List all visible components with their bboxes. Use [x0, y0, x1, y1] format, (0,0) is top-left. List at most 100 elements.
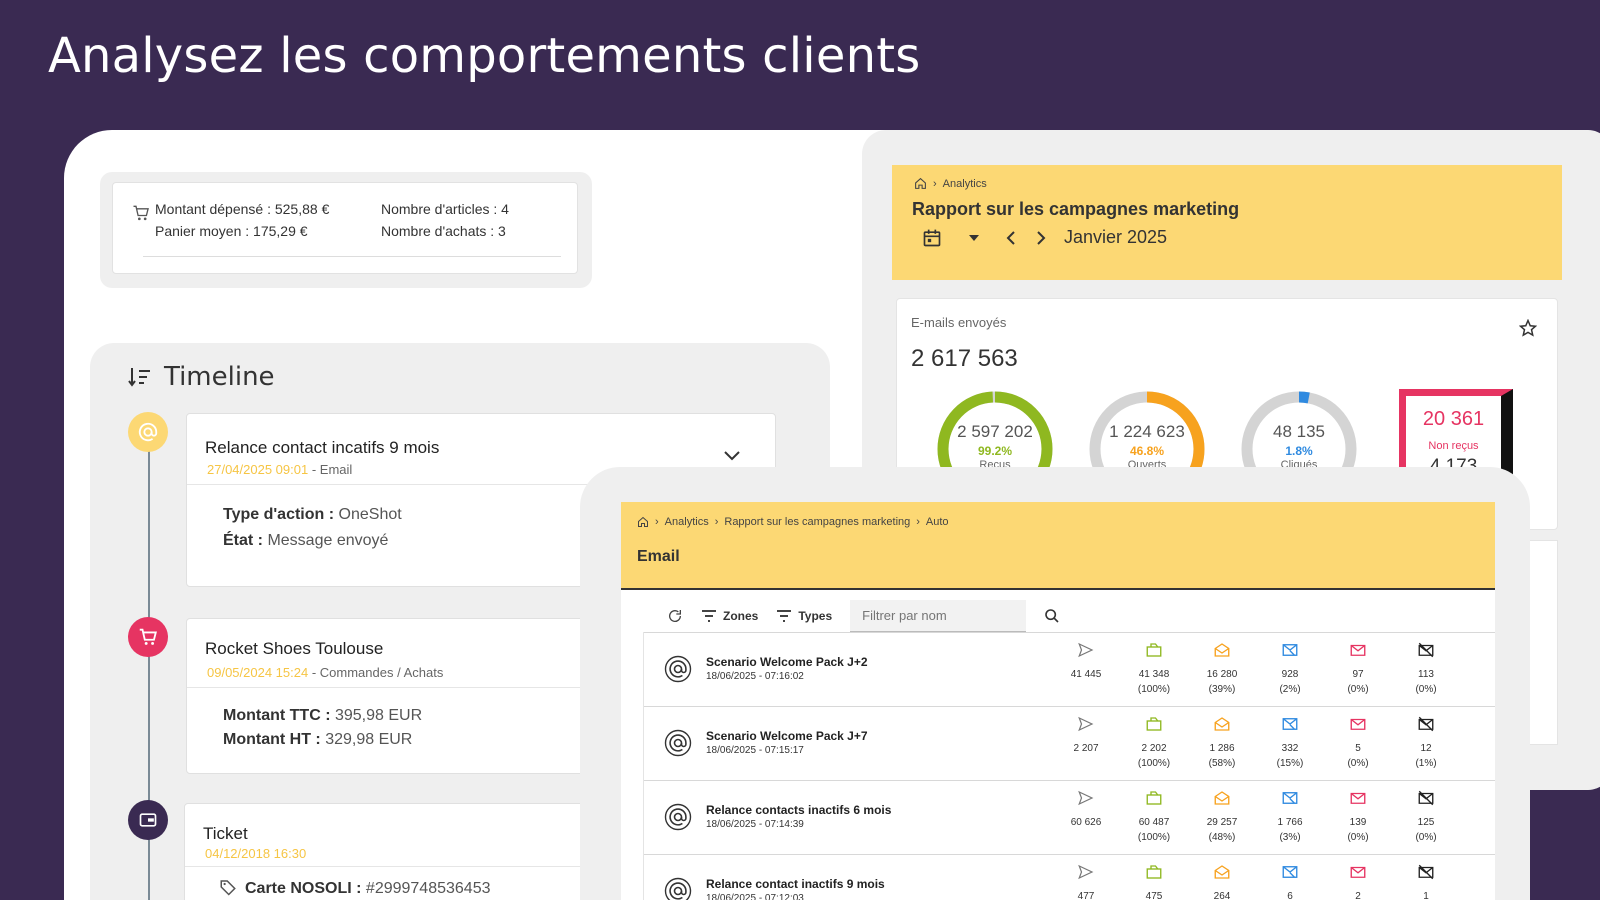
zones-filter-button[interactable]: Zones	[701, 609, 758, 623]
metric-cell: 1 766 (3%)	[1260, 789, 1320, 845]
bounced-icon	[1350, 644, 1366, 656]
metric-cell: 477	[1056, 863, 1116, 900]
metric-percent: (15%)	[1276, 758, 1304, 769]
calendar-icon[interactable]	[922, 228, 942, 248]
unsubscribed-icon	[1418, 642, 1434, 658]
sent-icon	[1078, 642, 1094, 658]
filter-icon	[702, 610, 716, 622]
star-icon[interactable]	[1519, 319, 1537, 337]
email-type-icon	[664, 655, 692, 683]
metric-value: 1 766	[1277, 817, 1303, 828]
table-row[interactable]: Scenario Welcome Pack J+2 18/06/2025 - 07…	[644, 632, 1495, 706]
timeline-event-ticket[interactable]: Ticket 04/12/2018 16:30 Carte NOSOLI : #…	[184, 803, 586, 900]
metric-cell: 2 207	[1056, 715, 1116, 756]
metric-percent: (0%)	[1415, 832, 1437, 843]
campaign-name[interactable]: Relance contact inactifs 9 mois	[706, 877, 885, 891]
metric-value: 16 280	[1206, 669, 1238, 680]
event-detail: Carte NOSOLI : #2999748536453	[245, 880, 491, 897]
email-type-icon	[664, 729, 692, 757]
campaign-name[interactable]: Scenario Welcome Pack J+7	[706, 729, 868, 743]
sort-icon[interactable]	[128, 366, 152, 388]
event-title: Rocket Shoes Toulouse	[205, 639, 384, 658]
metric-percent: (39%)	[1208, 684, 1236, 695]
campaign-date: 18/06/2025 - 07:16:02	[706, 671, 804, 682]
received-icon	[1146, 717, 1162, 731]
bounced-label: Non reçus	[1428, 440, 1479, 452]
metric-value: 12	[1420, 743, 1432, 754]
breadcrumb-analytics[interactable]: Analytics	[664, 516, 709, 528]
metric-value: 41 348	[1138, 669, 1170, 680]
table-row[interactable]: Relance contacts inactifs 6 mois 18/06/20…	[644, 780, 1495, 854]
metric-value: 928	[1281, 669, 1299, 680]
breadcrumb-report[interactable]: Rapport sur les campagnes marketing	[724, 516, 911, 528]
timeline-rail	[148, 440, 150, 900]
metric-percent: (0%)	[1415, 684, 1437, 695]
bounced-value: 20 361	[1422, 408, 1485, 430]
email-campaign-list: Scenario Welcome Pack J+2 18/06/2025 - 07…	[643, 632, 1495, 900]
filter-icon	[777, 610, 792, 622]
home-icon[interactable]	[914, 177, 927, 190]
metric-cell: 332 (15%)	[1260, 715, 1320, 771]
chevron-down-icon[interactable]	[723, 450, 741, 462]
donut-percent: 46.8%	[1129, 444, 1165, 458]
donut-percent: 1.8%	[1285, 444, 1313, 458]
metric-value: 97	[1352, 669, 1364, 680]
breadcrumb-analytics[interactable]: Analytics	[942, 177, 987, 190]
metric-value: 125	[1417, 817, 1435, 828]
received-icon	[1146, 643, 1162, 657]
metric-value: 60 626	[1070, 817, 1102, 828]
timeline-event-purchase[interactable]: Rocket Shoes Toulouse 09/05/2024 15:24 -…	[186, 618, 586, 774]
page-headline: Analysez les comportements clients	[48, 28, 921, 84]
timeline-header: Timeline	[128, 362, 275, 392]
metric-percent: (48%)	[1208, 832, 1236, 843]
metric-value: 113	[1418, 669, 1434, 680]
metric-value: 1 286	[1209, 743, 1235, 754]
email-report-content: › Analytics › Rapport sur les campagnes ma…	[621, 502, 1495, 900]
received-icon	[1146, 791, 1162, 805]
campaign-name[interactable]: Relance contacts inactifs 6 mois	[706, 803, 892, 817]
metric-value: 264	[1213, 891, 1231, 900]
metric-value: 41 445	[1070, 669, 1102, 680]
timeline-title: Timeline	[164, 362, 275, 392]
table-row[interactable]: Scenario Welcome Pack J+7 18/06/2025 - 07…	[644, 706, 1495, 780]
donut-value: 48 135	[1273, 422, 1325, 441]
chevron-left-icon[interactable]	[1006, 230, 1016, 245]
email-report-header: › Analytics › Rapport sur les campagnes ma…	[621, 502, 1495, 590]
metric-cell: 928 (2%)	[1260, 641, 1320, 697]
metric-value: 6	[1287, 891, 1293, 900]
bounced-icon	[1350, 866, 1366, 878]
name-filter-input[interactable]	[850, 600, 1027, 632]
metric-cell: 12 (1%)	[1396, 715, 1456, 771]
search-icon[interactable]	[1044, 608, 1060, 624]
sent-icon	[1078, 790, 1094, 806]
kpi-total: 2 617 563	[911, 345, 1018, 372]
email-type-icon	[664, 803, 692, 831]
email-type-icon	[664, 877, 692, 900]
cart-event-icon	[128, 617, 168, 657]
metric-cell: 2	[1328, 863, 1388, 900]
unsubscribed-icon	[1418, 716, 1434, 732]
home-icon[interactable]	[637, 516, 649, 528]
donut-percent: 99.2%	[977, 444, 1013, 458]
metric-value: 2	[1355, 891, 1361, 900]
articles-count: Nombre d'articles : 4	[381, 201, 509, 217]
breadcrumb-auto[interactable]: Auto	[925, 516, 949, 528]
campaign-name[interactable]: Scenario Welcome Pack J+2	[706, 655, 868, 669]
toolbar: Zones Types	[667, 600, 1060, 632]
metric-cell: 60 626	[1056, 789, 1116, 830]
wallet-event-icon	[128, 800, 168, 840]
period-label: Janvier 2025	[1064, 227, 1168, 247]
event-title: Relance contact incatifs 9 mois	[205, 438, 440, 457]
metric-cell: 2 202 (100%)	[1124, 715, 1184, 771]
metric-cell: 1 286 (58%)	[1192, 715, 1252, 771]
table-row[interactable]: Relance contact inactifs 9 mois 18/06/202…	[644, 854, 1495, 900]
refresh-icon[interactable]	[667, 608, 683, 624]
metric-value: 2 202	[1141, 743, 1167, 754]
kpi-label: E-mails envoyés	[911, 315, 1007, 330]
types-filter-button[interactable]: Types	[776, 609, 832, 623]
metric-value: 477	[1077, 891, 1095, 900]
unsubscribed-icon	[1418, 864, 1434, 880]
chevron-right-icon[interactable]	[1036, 230, 1046, 245]
breadcrumb: › Analytics	[914, 177, 987, 190]
caret-down-icon[interactable]	[968, 234, 980, 242]
